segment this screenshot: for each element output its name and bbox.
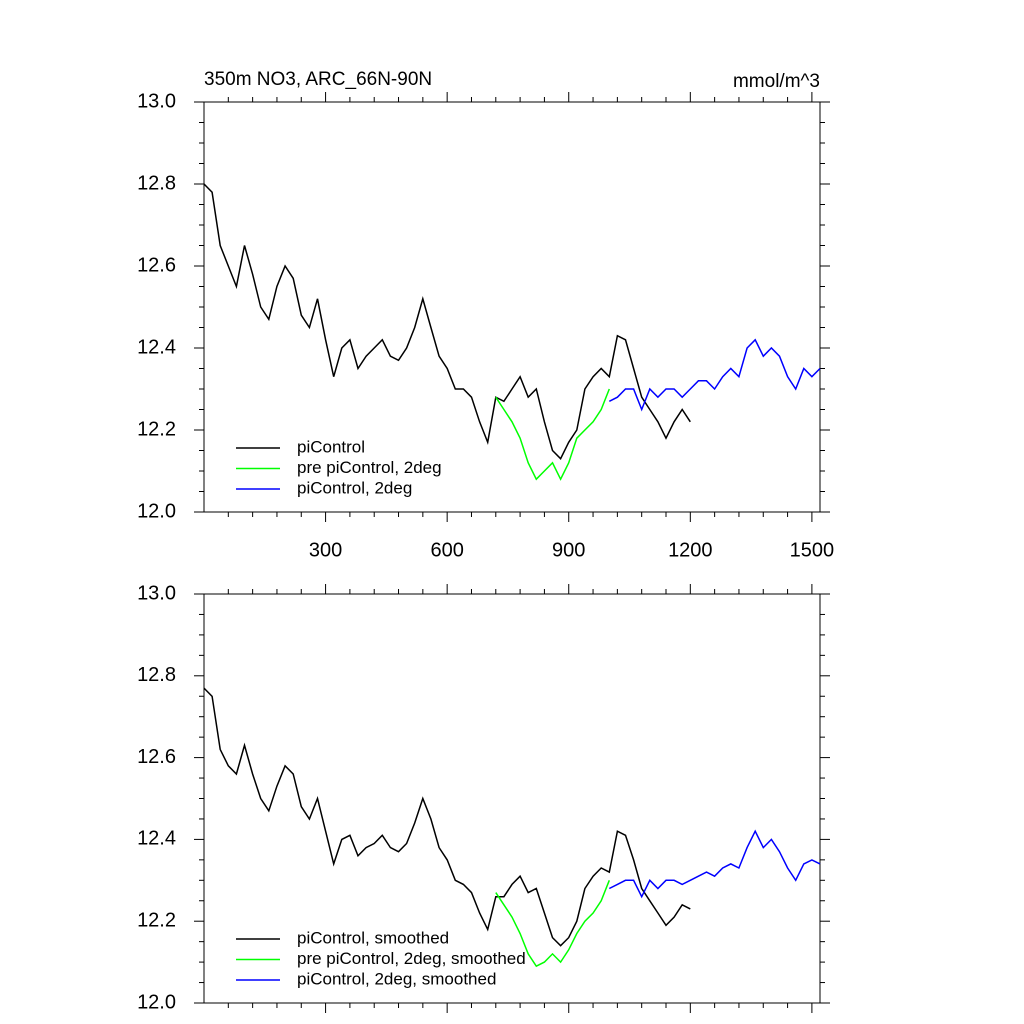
- legend-label: piControl, 2deg, smoothed: [297, 969, 496, 988]
- y-tick-label: 13.0: [137, 582, 176, 604]
- y-tick-label: 12.4: [137, 336, 176, 358]
- legend-label: piControl: [297, 437, 365, 456]
- y-tick-label: 12.0: [137, 500, 176, 522]
- x-tick-label: 600: [430, 539, 463, 561]
- units-label: mmol/m^3: [733, 71, 820, 92]
- chart-title: 350m NO3, ARC_66N-90N: [204, 69, 432, 90]
- legend-label: piControl, 2deg: [297, 478, 412, 497]
- y-tick-label: 12.2: [137, 418, 176, 440]
- legend-label: piControl, smoothed: [297, 928, 449, 947]
- series-line: [608, 829, 821, 899]
- plot-frame: [203, 593, 821, 1004]
- legend-label: pre piControl, 2deg: [297, 458, 442, 477]
- x-tick-label: 900: [552, 539, 585, 561]
- y-tick-label: 13.0: [137, 90, 176, 112]
- legend-label: pre piControl, 2deg, smoothed: [297, 949, 526, 968]
- x-tick-label: 1200: [668, 539, 713, 561]
- series-line: [203, 687, 691, 947]
- y-tick-label: 12.8: [137, 664, 176, 686]
- y-tick-label: 12.2: [137, 909, 176, 931]
- plot-frame: [203, 101, 821, 513]
- x-tick-label: 300: [309, 539, 342, 561]
- panel: 12.0 12.2 12.4 12.6 12.8 13.0 300 600 900 1200 150…: [137, 69, 834, 561]
- y-tick-label: 12.4: [137, 828, 176, 850]
- y-tick-label: 12.0: [137, 991, 176, 1013]
- series-line: [608, 338, 821, 412]
- series-line: [203, 183, 691, 460]
- y-tick-label: 12.6: [137, 254, 176, 276]
- y-tick-label: 12.6: [137, 746, 176, 768]
- series-line: [495, 880, 610, 968]
- series-line: [495, 388, 610, 481]
- panel: 12.0 12.2 12.4 12.6 12.8 13.0 piControl, smoot…: [137, 582, 830, 1013]
- x-tick-label: 1500: [790, 539, 835, 561]
- y-tick-label: 12.8: [137, 172, 176, 194]
